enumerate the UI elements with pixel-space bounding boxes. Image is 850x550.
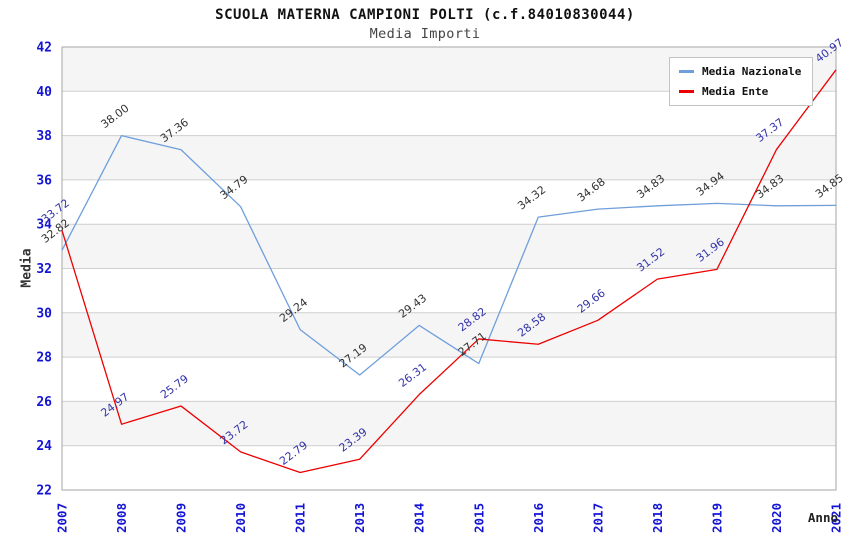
- x-tick-label: 2016: [531, 503, 546, 533]
- series-line: [61, 134, 837, 376]
- grid-band: [62, 445, 836, 490]
- legend-swatch: [679, 70, 694, 73]
- x-tick-label: 2010: [233, 503, 248, 533]
- x-axis-title: Anno: [807, 510, 838, 525]
- y-tick-label: 34: [36, 218, 52, 233]
- y-tick-label: 42: [36, 41, 52, 56]
- y-tick-label: 30: [36, 306, 52, 321]
- y-tick-label: 22: [36, 484, 52, 499]
- x-tick-label: 2018: [650, 503, 665, 533]
- x-tick-label: 2015: [471, 503, 486, 533]
- chart-title: SCUOLA MATERNA CAMPIONI POLTI (c.f.84010…: [215, 7, 635, 23]
- legend-swatch: [679, 90, 694, 93]
- grid-band: [62, 179, 836, 225]
- y-tick-label: 32: [36, 262, 52, 277]
- x-tick-label: 2020: [769, 503, 784, 533]
- x-tick-label: 2009: [174, 503, 189, 533]
- grid-band: [62, 312, 836, 358]
- y-tick-label: 38: [36, 129, 52, 144]
- x-tick-label: 2019: [709, 503, 724, 533]
- legend: Media Nazionale Media Ente: [669, 57, 814, 106]
- chart-subtitle: Media Importi: [369, 26, 481, 42]
- legend-item: Media Ente: [679, 85, 801, 98]
- plot-border: [61, 46, 837, 491]
- x-tick-label: 2017: [590, 503, 605, 533]
- grid-band: [62, 268, 836, 313]
- legend-label: Media Nazionale: [702, 65, 802, 78]
- legend-item: Media Nazionale: [679, 65, 801, 78]
- y-tick-label: 26: [36, 395, 52, 410]
- grid-band: [62, 357, 836, 402]
- x-tick-label: 2008: [114, 503, 129, 533]
- series-line: [61, 69, 837, 474]
- x-tick-label: 2014: [412, 503, 427, 533]
- y-axis-title: Media: [19, 248, 35, 288]
- y-tick-label: 36: [36, 173, 52, 188]
- x-tick-label: 2007: [55, 503, 70, 533]
- legend-label: Media Ente: [702, 85, 769, 98]
- grid-band: [62, 401, 836, 446]
- grid-band: [62, 135, 836, 180]
- y-tick-label: 24: [36, 439, 52, 454]
- x-tick-label: 2013: [352, 503, 367, 533]
- x-tick-label: 2021: [829, 503, 844, 533]
- y-tick-label: 40: [36, 85, 52, 100]
- y-tick-label: 28: [36, 351, 52, 366]
- grid-band: [62, 224, 836, 269]
- x-tick-label: 2011: [293, 503, 308, 533]
